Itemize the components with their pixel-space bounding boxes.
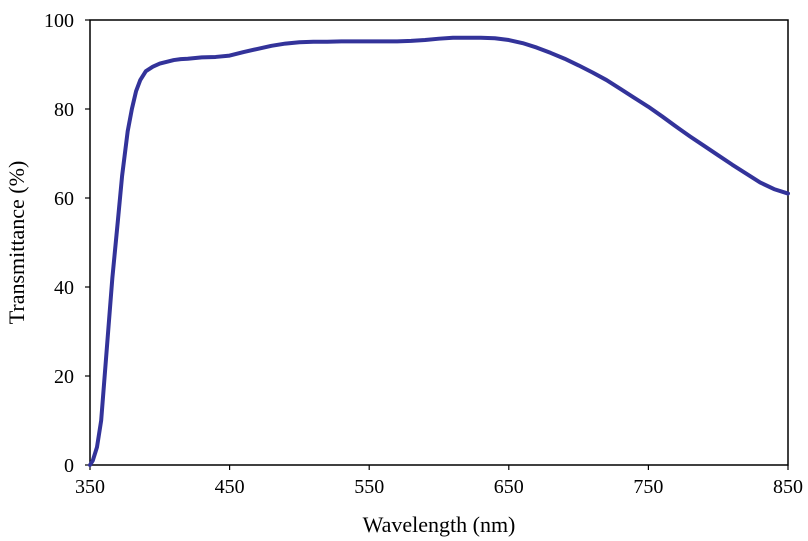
- y-tick-label: 100: [44, 10, 74, 32]
- series-layer: [88, 35, 790, 467]
- x-tick-label: 650: [494, 476, 524, 498]
- x-tick-label: 750: [633, 476, 663, 498]
- x-tick-label: 550: [354, 476, 384, 498]
- y-tick-label: 0: [64, 455, 74, 477]
- y-tick-label: 40: [54, 277, 74, 299]
- y-axis-title: Transmittance (%): [4, 161, 29, 325]
- labels-layer: Wavelength (nm) Transmittance (%) 350 450…: [4, 10, 803, 537]
- x-tick-label: 850: [773, 476, 803, 498]
- y-tick-label: 60: [54, 188, 74, 210]
- y-tick-label: 80: [54, 99, 74, 121]
- series-line-0: [88, 35, 790, 467]
- x-axis-title: Wavelength (nm): [363, 512, 516, 537]
- axes-layer: [85, 19, 789, 470]
- y-tick-label: 20: [54, 366, 74, 388]
- plot-frame: [89, 19, 789, 466]
- x-tick-label: 350: [75, 476, 105, 498]
- x-tick-label: 450: [215, 476, 245, 498]
